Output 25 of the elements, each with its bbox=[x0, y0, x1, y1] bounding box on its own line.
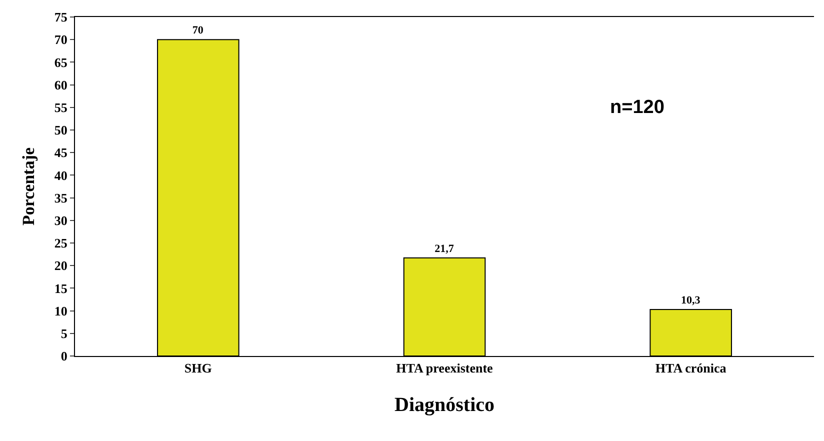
y-tick-label: 60 bbox=[54, 77, 68, 92]
y-tick-label: 20 bbox=[54, 258, 68, 274]
data-label: 21,7 bbox=[434, 242, 454, 255]
y-axis-title: Porcentaje bbox=[18, 147, 38, 226]
x-axis-title: Diagnóstico bbox=[394, 394, 494, 416]
y-tick-label: 55 bbox=[54, 100, 68, 115]
y-tick-label: 0 bbox=[60, 348, 68, 364]
y-tick-label: 45 bbox=[54, 145, 68, 160]
y-tick-label: 25 bbox=[54, 236, 68, 251]
y-tick-label: 35 bbox=[54, 190, 68, 206]
data-label: 70 bbox=[192, 24, 204, 37]
y-tick-label: 70 bbox=[54, 32, 68, 48]
data-label: 10,3 bbox=[680, 294, 701, 306]
y-tick-label: 50 bbox=[54, 122, 68, 138]
x-tick-label: SHG bbox=[184, 360, 212, 376]
y-tick-label: 65 bbox=[54, 54, 68, 70]
annotation: n=120 bbox=[610, 97, 664, 118]
y-tick-label: 75 bbox=[54, 10, 68, 25]
y-tick-label: 5 bbox=[60, 326, 68, 341]
x-tick-label: HTA crónica bbox=[655, 360, 727, 376]
y-tick-label: 40 bbox=[54, 168, 68, 183]
y-tick-label: 15 bbox=[54, 280, 68, 296]
x-tick-label: HTA preexistente bbox=[396, 360, 494, 376]
y-tick-label: 30 bbox=[54, 212, 68, 228]
y-tick-label: 10 bbox=[54, 303, 68, 318]
